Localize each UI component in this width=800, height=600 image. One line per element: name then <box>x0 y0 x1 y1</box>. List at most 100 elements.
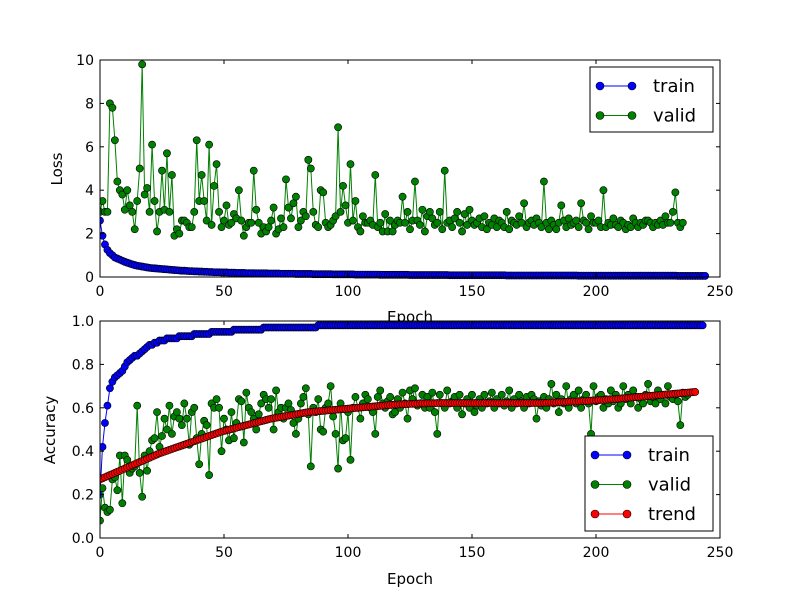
loss-valid-point <box>572 216 581 225</box>
loss-valid-point <box>200 197 209 205</box>
accuracy-x-tick-label: 150 <box>459 545 486 561</box>
accuracy-valid-point <box>247 408 256 417</box>
loss-valid-point <box>540 177 548 186</box>
accuracy-valid-point <box>133 401 142 410</box>
loss-valid-point <box>668 207 677 216</box>
accuracy-valid-point <box>577 403 586 412</box>
accuracy-legend-marker-valid <box>590 480 600 489</box>
loss-valid-point <box>319 188 328 197</box>
accuracy-y-tick-label: 0.2 <box>72 488 94 504</box>
accuracy-valid-point <box>264 403 273 412</box>
loss-valid-point <box>296 216 305 225</box>
accuracy-x-tick-label: 200 <box>583 545 610 561</box>
loss-valid-point <box>401 218 409 227</box>
accuracy-valid-point <box>351 393 360 401</box>
loss-y-tick-label: 8 <box>85 96 94 112</box>
loss-y-tick-label: 6 <box>85 140 94 156</box>
loss-valid-point <box>376 218 385 227</box>
accuracy-valid-point <box>239 438 248 447</box>
loss-valid-point <box>609 214 618 223</box>
accuracy-valid-point <box>574 386 583 395</box>
loss-valid-point <box>435 207 444 216</box>
loss-valid-point <box>331 212 340 221</box>
loss-valid-point <box>113 177 122 186</box>
loss-valid-point <box>334 123 342 132</box>
loss-valid-point <box>215 207 223 216</box>
accuracy-valid-point <box>599 403 608 412</box>
accuracy-series-layer <box>100 321 707 525</box>
accuracy-legend-marker-valid <box>622 480 632 489</box>
accuracy-y-tick-label: 0.0 <box>72 531 94 547</box>
accuracy-valid-point <box>195 460 204 469</box>
loss-legend-marker-train <box>595 81 605 91</box>
accuracy-valid-point <box>363 395 372 404</box>
accuracy-valid-point <box>150 434 159 443</box>
loss-valid-point <box>148 140 156 149</box>
loss-valid-point <box>448 223 457 231</box>
loss-legend-marker-train <box>627 81 637 91</box>
accuracy-series-train <box>100 321 707 499</box>
accuracy-valid-point <box>433 429 442 438</box>
loss-x-tick-label: 50 <box>215 284 233 300</box>
accuracy-valid-point <box>138 492 147 501</box>
accuracy-y-tick-label: 0.6 <box>72 401 94 417</box>
accuracy-valid-point <box>160 414 169 423</box>
accuracy-legend-marker-trend <box>590 509 600 519</box>
loss-valid-point <box>234 186 243 195</box>
accuracy-valid-point <box>190 403 199 412</box>
loss-valid-point <box>168 171 176 179</box>
loss-valid-point <box>135 164 144 173</box>
accuracy-valid-point <box>242 388 251 397</box>
loss-valid-point <box>666 218 675 227</box>
accuracy-valid-point <box>296 399 305 408</box>
loss-valid-point <box>247 218 256 227</box>
accuracy-valid-point <box>230 434 238 443</box>
accuracy-valid-point <box>505 386 514 395</box>
loss-series-valid <box>100 60 687 240</box>
accuracy-valid-point <box>487 388 496 397</box>
loss-valid-point <box>120 205 129 214</box>
loss-x-tick-label: 250 <box>707 284 734 300</box>
loss-valid-point <box>267 216 276 225</box>
accuracy-valid-point <box>480 390 489 399</box>
accuracy-axes-frame <box>99 320 721 539</box>
loss-valid-point <box>287 214 295 223</box>
loss-valid-point <box>582 218 590 227</box>
accuracy-train-point <box>101 419 109 427</box>
accuracy-legend-marker-trend <box>622 509 632 519</box>
accuracy-y-tick-label: 0.4 <box>72 444 94 460</box>
loss-series-train <box>100 216 710 280</box>
accuracy-valid-point <box>215 403 223 412</box>
loss-valid-point <box>418 205 427 214</box>
loss-valid-point <box>210 181 218 190</box>
loss-valid-point <box>163 149 171 158</box>
accuracy-valid-point <box>301 384 310 393</box>
accuracy-x-tick-label: 250 <box>707 545 734 561</box>
loss-y-axis-label: Loss <box>48 152 66 185</box>
loss-valid-point <box>406 225 414 234</box>
loss-valid-point <box>420 227 429 236</box>
accuracy-valid-point <box>562 382 571 390</box>
accuracy-valid-point <box>182 414 191 423</box>
accuracy-y-axis-label: Accuracy <box>41 396 59 465</box>
loss-valid-point <box>537 223 546 231</box>
accuracy-valid-point <box>100 484 107 492</box>
accuracy-legend-label-valid: valid <box>648 475 691 496</box>
loss-valid-point <box>460 210 469 218</box>
accuracy-valid-point <box>202 421 211 430</box>
accuracy-valid-point <box>334 464 342 473</box>
accuracy-valid-point <box>158 432 166 440</box>
loss-legend-marker-valid <box>595 111 605 120</box>
loss-valid-point <box>197 171 206 179</box>
loss-valid-point <box>175 229 184 238</box>
loss-valid-point <box>356 227 365 236</box>
loss-valid-point <box>153 227 161 236</box>
accuracy-valid-point <box>371 429 380 438</box>
loss-valid-point <box>100 197 107 205</box>
accuracy-valid-point <box>356 414 365 423</box>
loss-valid-point <box>416 221 424 229</box>
loss-series-layer <box>100 60 710 280</box>
loss-valid-point <box>453 207 462 216</box>
